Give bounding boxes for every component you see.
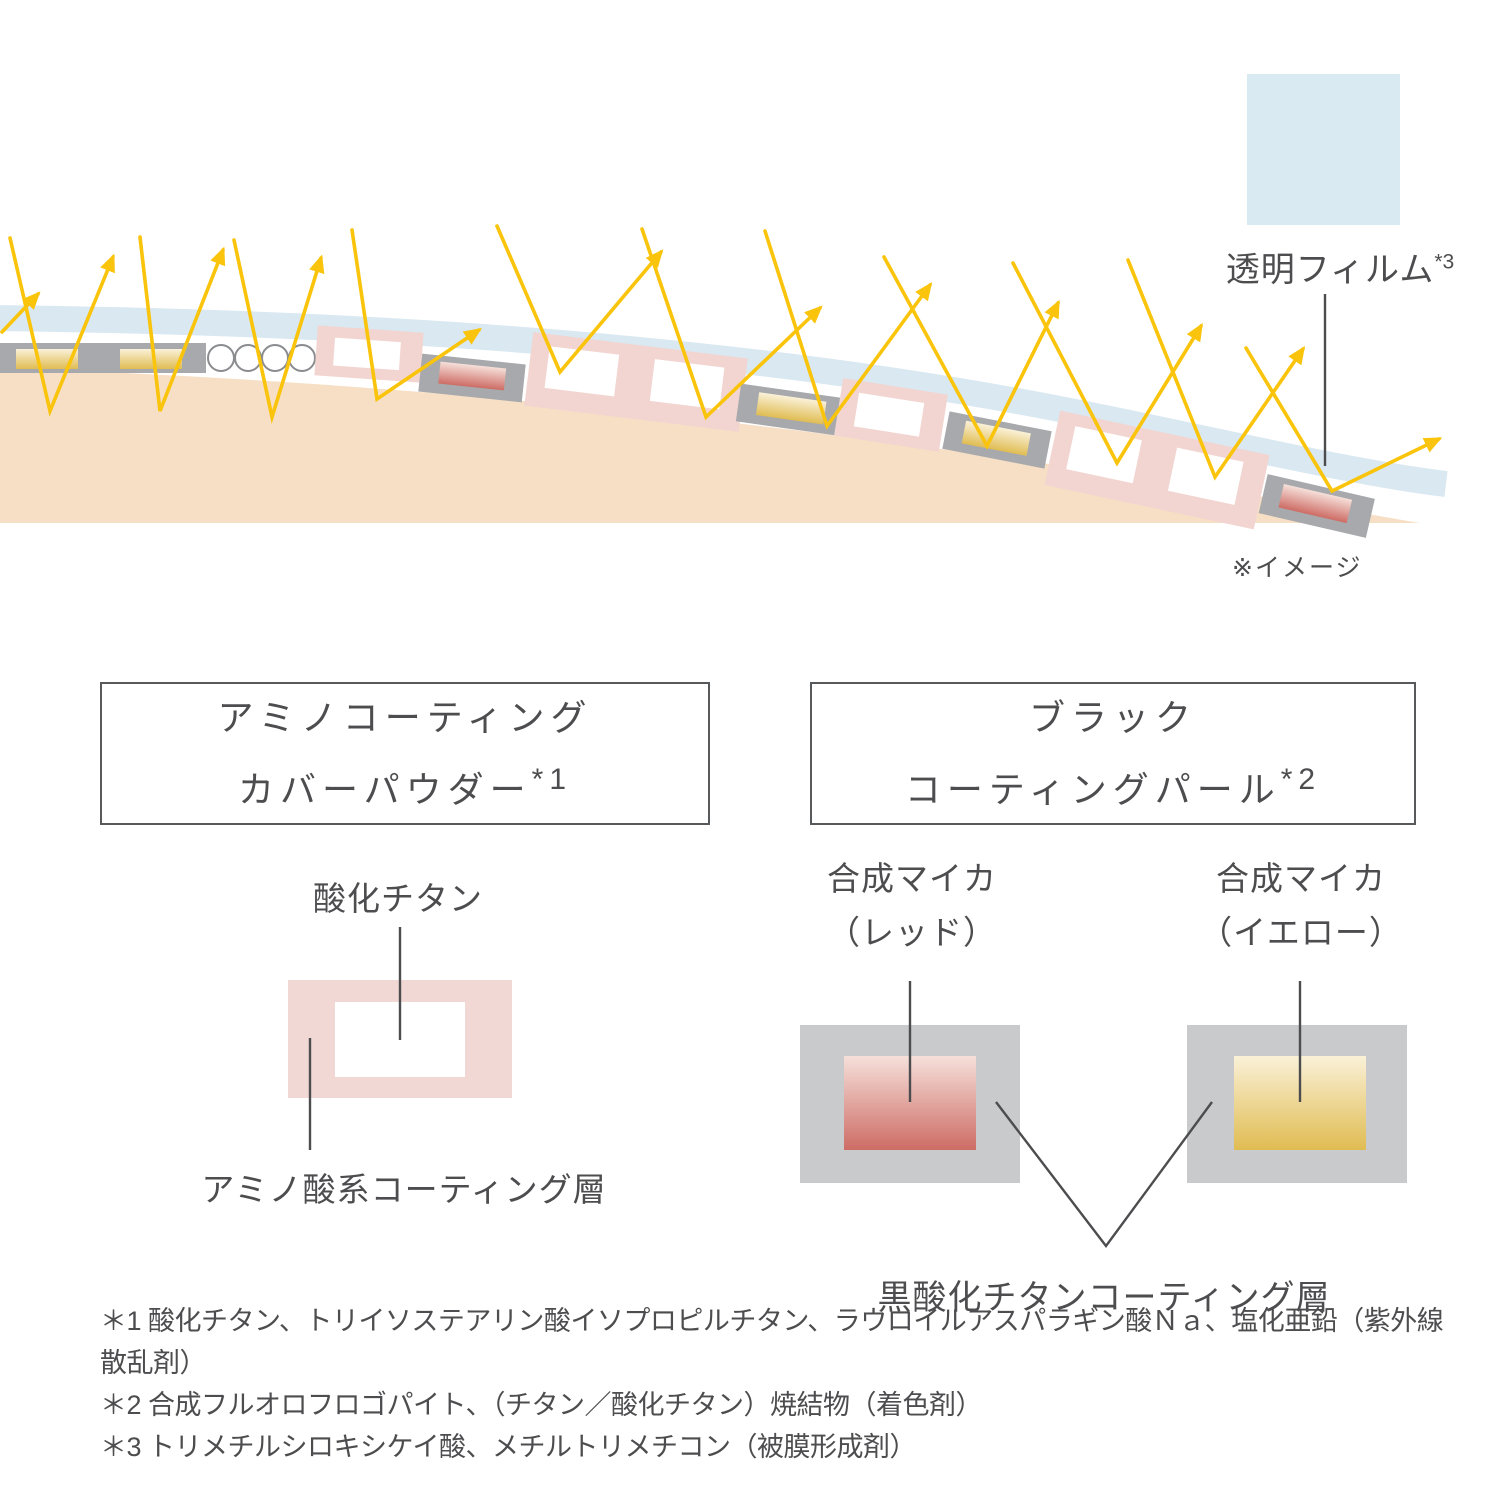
amino-coating-layer-label: アミノ酸系コーティング層 xyxy=(201,1171,607,1208)
particle-cover-powder xyxy=(834,378,948,452)
footnote-1: ＊1 酸化チタン、トリイソステアリン酸イソプロピルチタン、ラウロイルアスパラギン… xyxy=(100,1306,1444,1378)
title-box-powder-line2: カバーパウダー*1 xyxy=(238,762,572,810)
footnote-3: ＊3 トリメチルシロキシケイ酸、メチルトリメチコン（被膜形成剤） xyxy=(100,1432,916,1462)
title-box-pearl-line1: ブラック xyxy=(1028,696,1197,738)
pearl-detail-figure xyxy=(800,981,1407,1249)
particle-pearl-red xyxy=(418,353,526,403)
coating-v-pointer xyxy=(995,1101,1213,1249)
black-coating-layer-label: 黒酸化チタンコーティング層 xyxy=(877,1279,1331,1317)
title-box-powder-line1: アミノコーティング xyxy=(217,696,593,738)
film-legend-swatch xyxy=(1247,74,1400,225)
title-box-pearl-line2: コーティングパール*2 xyxy=(904,762,1322,810)
film-label-text: 透明フィルム xyxy=(1225,251,1435,289)
image-disclaimer: ※イメージ xyxy=(1232,554,1363,582)
title-box-pearl: ブラック コーティングパール*2 xyxy=(810,682,1416,825)
title-box-powder: アミノコーティング カバーパウダー*1 xyxy=(100,682,710,825)
footnotes: ＊1 酸化チタン、トリイソステアリン酸イソプロピルチタン、ラウロイルアスパラギン… xyxy=(100,1300,1460,1468)
light-rays xyxy=(0,224,1443,494)
film-band xyxy=(0,305,1448,497)
particle-pearl-red xyxy=(1258,474,1375,538)
film-label-sup: *3 xyxy=(1434,250,1455,274)
mica-yellow-label: 合成マイカ （イエロー） xyxy=(1199,860,1403,951)
particle-pearl-yellow xyxy=(735,383,849,437)
footnote-2: ＊2 合成フルオロフロゴパイト、（チタン／酸化チタン）焼結物（着色剤） xyxy=(100,1390,982,1420)
film-label: 透明フィルム*3 xyxy=(1185,242,1495,291)
titanium-oxide-label: 酸化チタン xyxy=(313,880,483,917)
powder-detail-figure xyxy=(288,927,512,1150)
mica-red-label: 合成マイカ （レッド） xyxy=(827,860,997,951)
particle-cover-powder xyxy=(524,332,748,432)
